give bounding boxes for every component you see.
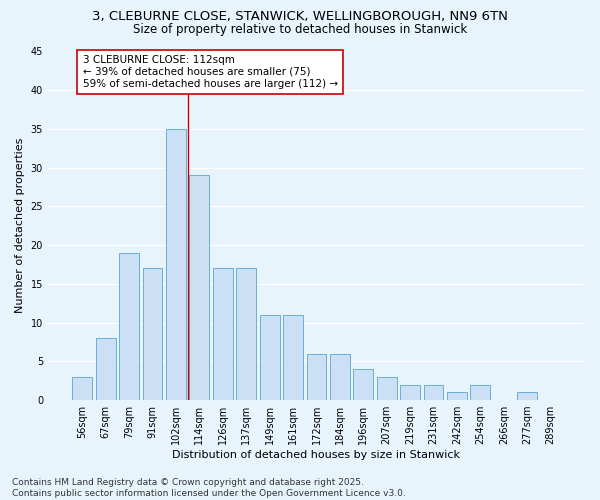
Bar bbox=[73, 377, 92, 400]
Y-axis label: Number of detached properties: Number of detached properties bbox=[15, 138, 25, 314]
Bar bbox=[143, 268, 163, 400]
Bar bbox=[353, 369, 373, 400]
Bar bbox=[213, 268, 233, 400]
Bar bbox=[517, 392, 537, 400]
Bar bbox=[307, 354, 326, 400]
X-axis label: Distribution of detached houses by size in Stanwick: Distribution of detached houses by size … bbox=[172, 450, 460, 460]
Text: Size of property relative to detached houses in Stanwick: Size of property relative to detached ho… bbox=[133, 22, 467, 36]
Bar bbox=[447, 392, 467, 400]
Bar bbox=[260, 315, 280, 400]
Bar bbox=[190, 176, 209, 400]
Bar bbox=[377, 377, 397, 400]
Text: 3 CLEBURNE CLOSE: 112sqm
← 39% of detached houses are smaller (75)
59% of semi-d: 3 CLEBURNE CLOSE: 112sqm ← 39% of detach… bbox=[83, 56, 338, 88]
Bar bbox=[96, 338, 116, 400]
Bar bbox=[400, 384, 420, 400]
Bar bbox=[236, 268, 256, 400]
Text: 3, CLEBURNE CLOSE, STANWICK, WELLINGBOROUGH, NN9 6TN: 3, CLEBURNE CLOSE, STANWICK, WELLINGBORO… bbox=[92, 10, 508, 23]
Bar bbox=[119, 253, 139, 400]
Bar bbox=[166, 129, 186, 400]
Bar bbox=[283, 315, 303, 400]
Bar bbox=[424, 384, 443, 400]
Bar bbox=[470, 384, 490, 400]
Text: Contains HM Land Registry data © Crown copyright and database right 2025.
Contai: Contains HM Land Registry data © Crown c… bbox=[12, 478, 406, 498]
Bar bbox=[330, 354, 350, 400]
